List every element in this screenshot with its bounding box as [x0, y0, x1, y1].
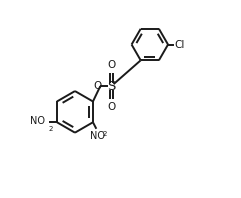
Text: O: O: [107, 60, 116, 70]
Text: NO: NO: [30, 116, 45, 127]
Text: O: O: [93, 81, 101, 91]
Text: 2: 2: [49, 126, 53, 132]
Text: S: S: [107, 80, 116, 93]
Text: NO: NO: [90, 131, 105, 141]
Text: Cl: Cl: [174, 40, 184, 50]
Text: O: O: [107, 102, 116, 112]
Text: 2: 2: [103, 131, 107, 137]
